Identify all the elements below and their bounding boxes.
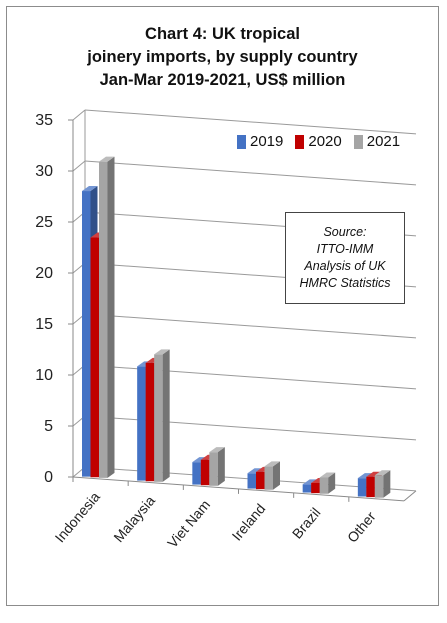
bar-2020-indonesia — [90, 237, 99, 478]
x-tick-label-other: Other — [344, 508, 379, 545]
bar-2019-malaysia — [137, 366, 146, 481]
legend-item-2021: 2021 — [353, 133, 401, 150]
x-tick-label-ireland: Ireland — [229, 501, 269, 544]
legend-item-2019: 2019 — [237, 133, 283, 150]
bar-2020-ireland — [256, 471, 265, 490]
bar-top-2020-other — [366, 471, 382, 477]
chart-title-line-1: Chart 4: UK tropical — [145, 25, 300, 43]
bar-2020-malaysia — [145, 362, 155, 482]
bar-2019-ireland — [247, 473, 256, 489]
bar-top-2021-malaysia — [154, 349, 170, 355]
bar-side-2021-ireland — [273, 461, 280, 490]
gridline-15 — [84, 313, 417, 339]
bar-2019-indonesia — [82, 191, 91, 477]
chart-legend: 2019 2020 2021 — [237, 133, 400, 150]
side-gridline-35 — [72, 109, 86, 121]
x-tick-label-indonesia: Indonesia — [52, 488, 103, 545]
y-tick-label-25: 25 — [35, 214, 53, 231]
floor-right-edge — [403, 490, 417, 502]
y-tick-label-20: 20 — [35, 265, 53, 282]
bar-2021-ireland — [264, 466, 273, 490]
bar-2021-brazil — [319, 477, 329, 494]
bar-side-2021-malaysia — [162, 349, 170, 482]
bar-2019-viet-nam — [192, 462, 201, 485]
gridline-30 — [84, 160, 417, 186]
bar-top-2019-indonesia — [82, 186, 98, 192]
legend-label-2019: 2019 — [250, 133, 284, 150]
chart-title-line-2: joinery imports, by supply country — [87, 48, 358, 66]
bar-side-2021-brazil — [328, 472, 336, 494]
bar-side-2021-other — [383, 470, 391, 498]
y-tick-label-35: 35 — [35, 112, 53, 129]
legend-label-2021: 2021 — [366, 133, 401, 150]
x-tick-label-viet-nam: Viet Nam — [164, 497, 213, 551]
source-line-4: HMRC Statistics — [299, 276, 391, 290]
source-line-1: Source: — [323, 225, 367, 239]
bar-top-2021-indonesia — [99, 156, 115, 162]
y-tick-label-5: 5 — [44, 418, 53, 435]
legend-swatch-2020 — [295, 134, 305, 149]
y-tick-label-0: 0 — [44, 469, 53, 486]
chart-plot: 0 5 10 15 20 25 30 35 Indonesia Malaysia Viet Nam I… — [35, 109, 417, 551]
bar-top-2021-brazil — [319, 472, 336, 478]
bar-2021-indonesia — [99, 161, 108, 478]
x-tick-label-malaysia: Malaysia — [110, 492, 158, 545]
chart-title-line-3: Jan-Mar 2019-2021, US$ million — [99, 71, 346, 89]
source-line-2: ITTO-IMM — [316, 242, 374, 256]
bar-2021-viet-nam — [209, 452, 218, 486]
bar-top-2021-ireland — [264, 461, 280, 467]
source-line-3: Analysis of UK — [304, 259, 386, 273]
bar-side-2021-viet-nam — [217, 447, 225, 486]
legend-item-2020: 2020 — [295, 133, 342, 150]
y-tick-label-30: 30 — [35, 163, 53, 180]
side-gridline-30 — [72, 160, 86, 172]
gridline-5 — [84, 415, 417, 441]
chart-frame: Chart 4: UK tropical joinery imports, by… — [6, 6, 439, 606]
legend-label-2020: 2020 — [308, 133, 342, 150]
bar-2021-malaysia — [154, 354, 163, 482]
gridline-10 — [84, 364, 417, 390]
bar-top-2021-viet-nam — [209, 447, 225, 453]
bar-top-2021-other — [374, 470, 391, 476]
gridline-35 — [84, 109, 417, 135]
source-annotation: Source: ITTO-IMM Analysis of UK HMRC Sta… — [285, 212, 405, 304]
bar-top-2019-ireland — [247, 468, 263, 474]
x-tick-label-brazil: Brazil — [289, 505, 324, 542]
y-tick-label-10: 10 — [35, 367, 53, 384]
bar-2020-other — [366, 476, 375, 498]
bar-2019-other — [357, 478, 367, 497]
bar-2021-other — [374, 475, 384, 498]
legend-swatch-2021 — [353, 134, 363, 149]
bar-top-2019-brazil — [302, 479, 319, 485]
legend-swatch-2019 — [237, 134, 246, 149]
bar-2020-brazil — [311, 482, 320, 494]
bar-side-2021-indonesia — [107, 156, 115, 478]
bar-2019-brazil — [302, 484, 312, 493]
bar-2020-viet-nam — [200, 459, 210, 486]
y-tick-label-15: 15 — [35, 316, 53, 333]
bar-top-2019-other — [357, 473, 374, 479]
